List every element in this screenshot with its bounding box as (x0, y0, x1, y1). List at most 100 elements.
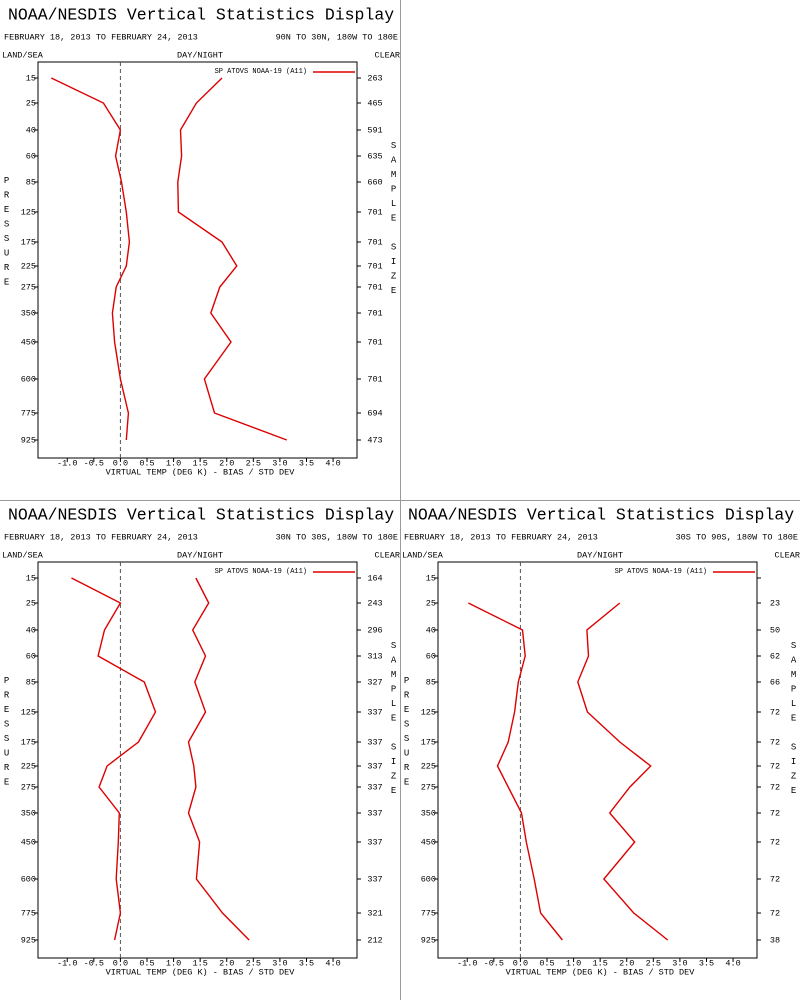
x-tick-label: 1.5 (193, 458, 208, 468)
sample-size: 23 (770, 598, 780, 608)
y2-axis-label: SAMPLE SIZE (789, 641, 799, 801)
x-tick-label: 2.0 (619, 958, 634, 968)
plot-frame (37, 561, 358, 959)
y-tick-label: 925 (421, 935, 436, 945)
legend-label: SP ATOVS NOAA-19 (A11) (215, 568, 307, 576)
x-tick-label: 0.0 (113, 458, 128, 468)
panel: NOAA/NESDIS Vertical Statistics Display F… (2, 505, 400, 977)
sample-size: 660 (367, 177, 382, 187)
y-tick-label: 450 (421, 837, 436, 847)
legend-label: SP ATOVS NOAA-19 (A11) (215, 68, 307, 76)
day-night-label: DAY/NIGHT (177, 550, 223, 560)
region: 30N TO 30S, 180W TO 180E (276, 532, 398, 542)
legend-label: SP ATOVS NOAA-19 (A11) (615, 568, 707, 576)
sample-size: 164 (367, 573, 382, 583)
x-tick-label: 2.0 (219, 958, 234, 968)
sample-size: 337 (367, 808, 382, 818)
sample-size: 243 (367, 598, 382, 608)
y-tick-label: 600 (21, 874, 36, 884)
sample-size: 701 (367, 237, 382, 247)
sample-size: 72 (770, 707, 780, 717)
sample-size: 72 (770, 782, 780, 792)
y-tick-label: 175 (21, 737, 36, 747)
x-tick-label: -1.0 (457, 958, 477, 968)
panel: NOAA/NESDIS Vertical Statistics Display F… (2, 5, 400, 477)
land-sea-label: LAND/SEA (402, 550, 444, 560)
x-tick-label: 0.0 (513, 958, 528, 968)
y2-axis-label: SAMPLE SIZE (389, 641, 399, 801)
sample-size: 591 (367, 125, 382, 135)
y-tick-label: 600 (421, 874, 436, 884)
y-tick-label: 40 (426, 625, 436, 635)
std-dev-line (177, 77, 288, 441)
y-tick-label: 225 (21, 261, 36, 271)
sample-size: 701 (367, 261, 382, 271)
x-tick-label: 3.5 (699, 958, 714, 968)
x-tick-label: -0.5 (484, 958, 504, 968)
date-range: FEBRUARY 18, 2013 TO FEBRUARY 24, 2013 (4, 532, 198, 542)
x-tick-label: -0.5 (84, 458, 104, 468)
sample-size: 337 (367, 874, 382, 884)
x-axis-label: VIRTUAL TEMP (DEG K) - BIAS / STD DEV (506, 967, 696, 977)
plot-frame (437, 561, 758, 959)
y-tick-label: 60 (426, 651, 436, 661)
sample-size: 701 (367, 337, 382, 347)
y-tick-label: 225 (421, 761, 436, 771)
clear-label: CLEAR (374, 50, 400, 60)
std-dev-line (187, 577, 250, 941)
clear-label: CLEAR (374, 550, 400, 560)
day-night-label: DAY/NIGHT (577, 550, 623, 560)
sample-size: 701 (367, 207, 382, 217)
x-tick-label: 0.0 (113, 958, 128, 968)
y-tick-label: 275 (21, 282, 36, 292)
sample-size: 337 (367, 761, 382, 771)
x-tick-label: 2.5 (246, 458, 261, 468)
std-dev-line (577, 602, 669, 941)
x-tick-label: 1.5 (193, 958, 208, 968)
y-tick-label: 350 (21, 808, 36, 818)
sample-size: 337 (367, 707, 382, 717)
sample-size: 313 (367, 651, 382, 661)
x-tick-label: 0.5 (139, 458, 154, 468)
y-tick-label: 25 (26, 98, 36, 108)
sample-size: 337 (367, 782, 382, 792)
y-tick-label: 85 (26, 177, 36, 187)
y-tick-label: 85 (26, 677, 36, 687)
sample-size: 212 (367, 935, 382, 945)
y-tick-label: 25 (426, 598, 436, 608)
y-tick-label: 775 (21, 908, 36, 918)
panel-title: NOAA/NESDIS Vertical Statistics Display (408, 505, 794, 524)
y-tick-label: 15 (426, 573, 436, 583)
x-tick-label: -1.0 (57, 958, 77, 968)
sample-size: 72 (770, 808, 780, 818)
y-tick-label: 40 (26, 625, 36, 635)
x-tick-label: 2.0 (219, 458, 234, 468)
clear-label: CLEAR (774, 550, 800, 560)
y2-axis-label: SAMPLE SIZE (389, 141, 399, 301)
sample-size: 72 (770, 761, 780, 771)
y-tick-label: 225 (21, 761, 36, 771)
sample-size: 473 (367, 435, 382, 445)
plot-frame (37, 61, 358, 459)
y-tick-label: 125 (21, 707, 36, 717)
x-tick-label: -0.5 (84, 958, 104, 968)
x-tick-label: 2.5 (246, 958, 261, 968)
x-tick-label: 0.5 (139, 958, 154, 968)
x-tick-label: 3.5 (299, 458, 314, 468)
y-tick-label: 275 (21, 782, 36, 792)
y-tick-label: 600 (21, 374, 36, 384)
x-tick-label: 4.0 (325, 958, 340, 968)
sample-size: 701 (367, 308, 382, 318)
y-tick-label: 925 (21, 435, 36, 445)
x-tick-label: 2.5 (646, 958, 661, 968)
sample-size: 62 (770, 651, 780, 661)
sample-size: 50 (770, 625, 780, 635)
y-tick-label: 925 (21, 935, 36, 945)
land-sea-label: LAND/SEA (2, 550, 44, 560)
x-axis-label: VIRTUAL TEMP (DEG K) - BIAS / STD DEV (106, 467, 296, 477)
y-tick-label: 275 (421, 782, 436, 792)
x-tick-label: 1.0 (166, 958, 181, 968)
date-range: FEBRUARY 18, 2013 TO FEBRUARY 24, 2013 (404, 532, 598, 542)
